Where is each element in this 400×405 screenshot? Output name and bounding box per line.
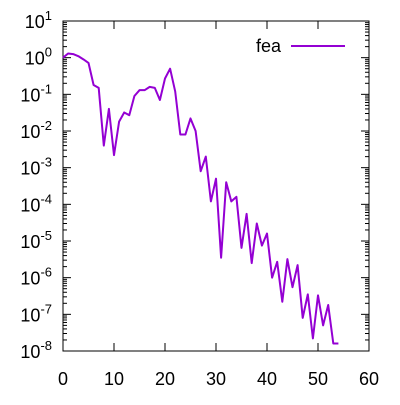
x-tick-label: 20 (155, 369, 175, 389)
x-tick-label: 40 (257, 369, 277, 389)
x-tick-label: 10 (104, 369, 124, 389)
y-tick-label: 10-2 (20, 118, 52, 142)
series-line-fea (62, 52, 339, 345)
legend: fea (256, 36, 345, 56)
y-tick-label: 10-6 (20, 265, 52, 289)
x-tick-label: 0 (58, 369, 68, 389)
x-tick-label: 30 (206, 369, 226, 389)
legend-label: fea (256, 36, 282, 56)
series-layer (62, 52, 339, 345)
y-tick-label: 10-4 (20, 191, 52, 215)
y-axis-ticks: 101 100 10-1 10-2 10-3 10-4 10-5 10-6 10-7 10-8 (20, 8, 369, 362)
y-tick-label: 100 (25, 45, 52, 69)
y-tick-label: 10-7 (20, 301, 52, 325)
y-tick-label: 10-5 (20, 228, 52, 252)
x-tick-label: 60 (359, 369, 379, 389)
x-axis-ticks: 0 10 20 30 40 50 60 (58, 21, 379, 389)
x-tick-label: 50 (308, 369, 328, 389)
y-tick-label: 10-8 (20, 338, 52, 362)
y-tick-label: 10-3 (20, 155, 52, 179)
y-tick-label: 101 (25, 8, 52, 32)
y-tick-label: 10-1 (20, 81, 52, 105)
